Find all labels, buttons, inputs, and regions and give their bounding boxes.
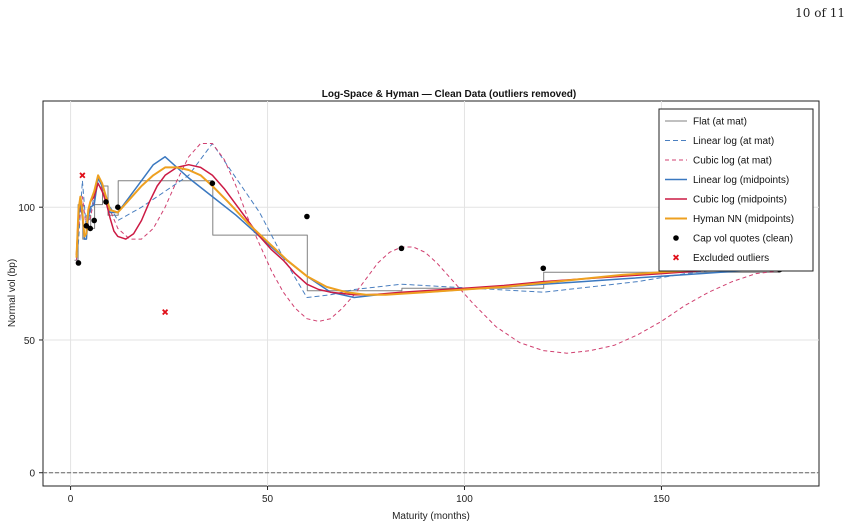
quote-point bbox=[83, 222, 90, 229]
x-tick-label: 150 bbox=[653, 494, 670, 505]
page-number: 10 of 11 bbox=[795, 6, 845, 20]
series-group bbox=[74, 143, 780, 354]
quote-point bbox=[115, 204, 121, 211]
quote-point bbox=[209, 180, 216, 187]
points-group bbox=[75, 172, 783, 316]
legend-swatch bbox=[672, 254, 680, 261]
legend-box bbox=[658, 108, 814, 272]
outlier-point bbox=[79, 172, 86, 179]
legend-swatch bbox=[673, 235, 679, 241]
y-tick-label: 100 bbox=[18, 203, 35, 214]
quote-point bbox=[103, 199, 109, 205]
legend-label: Cubic log (midpoints) bbox=[693, 195, 787, 206]
legend-label: Excluded outliers bbox=[693, 253, 769, 264]
legend-label: Cubic log (at mat) bbox=[693, 156, 772, 167]
legend-label: Cap vol quotes (clean) bbox=[693, 234, 793, 245]
legend-label: Flat (at mat) bbox=[693, 117, 747, 128]
series-line-hyman-nn-midpoints bbox=[75, 166, 780, 296]
x-tick-label: 0 bbox=[68, 494, 74, 505]
outlier-point bbox=[162, 309, 169, 316]
series-line-cubic-log-midpoints bbox=[75, 163, 780, 296]
x-tick-label: 50 bbox=[262, 494, 274, 505]
legend-label: Linear log (at mat) bbox=[693, 136, 774, 147]
series-line-linear-log-at-mat bbox=[76, 143, 780, 298]
ticks-group: 0 50 100 150 0 50 100 bbox=[18, 203, 670, 505]
x-tick-label: 100 bbox=[456, 494, 473, 505]
quote-point bbox=[87, 225, 94, 232]
series-line-cubic-log-at-mat bbox=[76, 143, 780, 354]
quote-point bbox=[304, 213, 310, 220]
legend: Flat (at mat) Linear log (at mat) Cubic lo… bbox=[658, 108, 814, 272]
legend-label: Linear log (midpoints) bbox=[693, 175, 789, 186]
y-tick-label: 0 bbox=[29, 469, 35, 480]
chart-title: Log-Space & Hyman — Clean Data (outliers… bbox=[322, 89, 577, 100]
quote-point bbox=[91, 217, 98, 224]
quote-point bbox=[540, 265, 547, 272]
y-tick-label: 50 bbox=[24, 336, 36, 347]
quote-point bbox=[398, 245, 405, 252]
y-axis-label: Normal vol (bp) bbox=[7, 259, 18, 327]
legend-label: Hyman NN (midpoints) bbox=[693, 214, 794, 225]
quote-point bbox=[75, 260, 82, 266]
x-axis-label: Maturity (months) bbox=[392, 511, 470, 522]
